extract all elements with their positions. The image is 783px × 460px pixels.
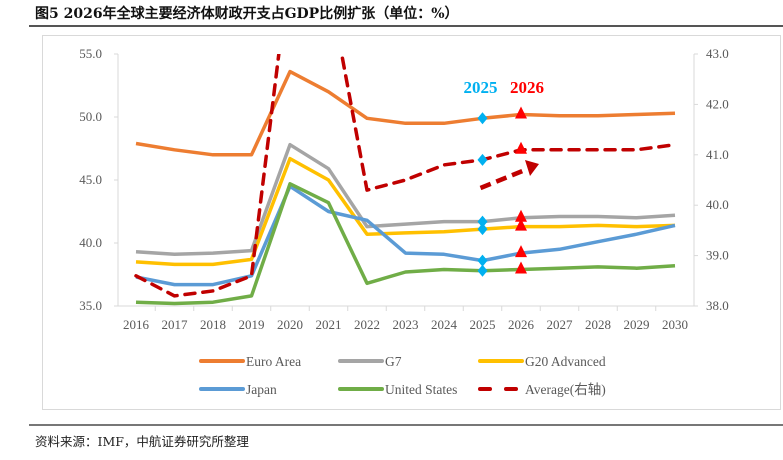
marker-2026-triangle xyxy=(515,106,527,119)
title-rule xyxy=(29,25,783,27)
right-tick-label: 39.0 xyxy=(706,248,729,263)
left-tick-label: 50.0 xyxy=(79,109,102,124)
legend-label: G20 Advanced xyxy=(525,354,606,369)
x-tick-label: 2022 xyxy=(354,317,380,332)
x-tick-label: 2021 xyxy=(316,317,342,332)
legend-item: G20 Advanced xyxy=(478,354,606,369)
legend-item: Euro Area xyxy=(199,354,301,369)
marker-2026-triangle xyxy=(515,245,527,258)
x-tick-label: 2016 xyxy=(123,317,150,332)
series-line-g20-advanced xyxy=(135,156,676,267)
legend-label: Average(右轴) xyxy=(525,382,606,397)
marker-2025-diamond xyxy=(477,264,488,277)
trend-arrow-head xyxy=(525,160,539,176)
left-tick-label: 55.0 xyxy=(79,46,102,61)
marker-2026-triangle xyxy=(515,261,527,274)
figure-title: 图5 2026年全球主要经济体财政开支占GDP比例扩张（单位：%） xyxy=(35,6,459,22)
series-line-united-states xyxy=(135,182,676,306)
legend-item: United States xyxy=(338,382,457,397)
right-tick-label: 40.0 xyxy=(706,197,729,212)
annotation-2026: 2026 xyxy=(510,78,544,97)
left-tick-label: 35.0 xyxy=(79,298,102,313)
x-tick-label: 2020 xyxy=(277,317,303,332)
x-tick-label: 2026 xyxy=(508,317,535,332)
marker-2026-triangle xyxy=(515,141,527,154)
right-tick-label: 43.0 xyxy=(706,46,729,61)
left-tick-label: 45.0 xyxy=(79,172,102,187)
source-rule xyxy=(29,424,783,426)
x-tick-label: 2018 xyxy=(200,317,226,332)
series-line-japan xyxy=(135,184,676,287)
source-note: 资料来源：IMF，中航证券研究所整理 xyxy=(35,434,249,449)
right-tick-label: 38.0 xyxy=(706,298,729,313)
marker-2025-diamond xyxy=(477,254,488,267)
legend-label: Euro Area xyxy=(246,354,301,369)
marker-2026-triangle xyxy=(515,218,527,231)
legend-item: G7 xyxy=(338,354,402,369)
x-tick-label: 2029 xyxy=(624,317,650,332)
right-tick-label: 41.0 xyxy=(706,147,729,162)
chart-border xyxy=(42,35,781,410)
series-line-euro-area xyxy=(135,69,676,157)
x-tick-label: 2019 xyxy=(239,317,265,332)
legend-item: Japan xyxy=(199,382,277,397)
legend-item: Average(右轴) xyxy=(478,382,606,397)
series-line-g7 xyxy=(135,142,676,257)
series-line-average xyxy=(134,54,677,298)
x-tick-label: 2017 xyxy=(162,317,189,332)
left-tick-label: 40.0 xyxy=(79,235,102,250)
x-tick-label: 2024 xyxy=(431,317,458,332)
annotation-2025: 2025 xyxy=(464,78,498,97)
trend-arrow-line xyxy=(479,167,526,191)
x-tick-label: 2030 xyxy=(662,317,688,332)
legend-label: United States xyxy=(385,382,457,397)
x-tick-label: 2025 xyxy=(470,317,496,332)
legend-label: G7 xyxy=(385,354,402,369)
legend-label: Japan xyxy=(246,382,277,397)
marker-2026-triangle xyxy=(515,209,527,222)
marker-2025-diamond xyxy=(477,223,488,236)
x-tick-label: 2027 xyxy=(547,317,574,332)
marker-2025-diamond xyxy=(477,215,488,228)
chart: 35.0 40.0 45.0 50.0 55.0 38.0 39.0 40.0 41.0 42.0… xyxy=(42,35,781,410)
marker-2025-diamond xyxy=(477,112,488,125)
right-tick-label: 42.0 xyxy=(706,96,729,111)
x-tick-label: 2023 xyxy=(393,317,419,332)
x-tick-label: 2028 xyxy=(585,317,611,332)
marker-2025-diamond xyxy=(477,153,488,166)
